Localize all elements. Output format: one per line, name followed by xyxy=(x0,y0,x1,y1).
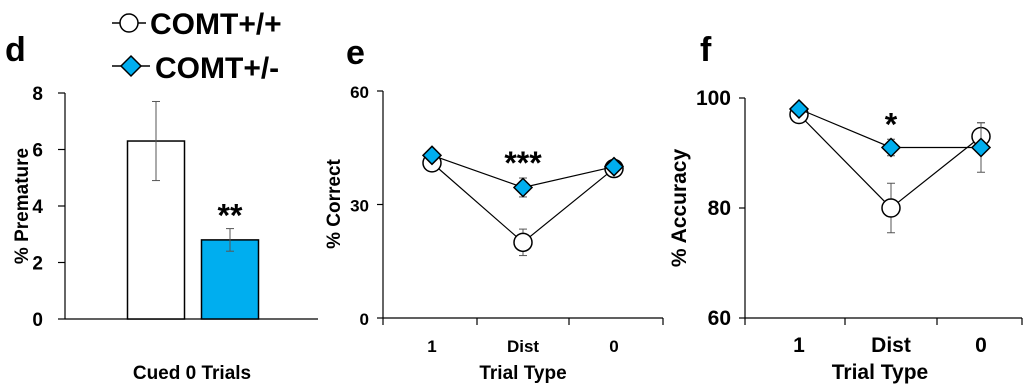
panel-d-significance: ** xyxy=(218,198,243,234)
panel-d-y-label: % Premature xyxy=(12,148,33,264)
significance-marker: *** xyxy=(504,145,542,181)
legend-label-wt: COMT+/+ xyxy=(150,8,282,41)
legend-label-het: COMT+/- xyxy=(155,52,279,85)
panel-e-ticks: 0 30 60 1 Dist 0 xyxy=(350,83,664,356)
panel-letter-d: d xyxy=(5,31,26,69)
panel-d-y-tick-label: 8 xyxy=(32,84,43,105)
panel-d-bar xyxy=(200,239,260,320)
x-tick-label: 1 xyxy=(793,334,805,357)
panel-d-bars: ** xyxy=(126,100,260,320)
panel-f: 60 80 100 1 Dist 0 * % Accuracy Trial Type xyxy=(668,87,1023,384)
data-point-diamond xyxy=(788,98,810,120)
panel-f-plot: * xyxy=(788,98,992,234)
y-tick-label: 60 xyxy=(708,307,731,330)
data-point-diamond xyxy=(512,177,534,198)
panel-e: 0 30 60 1 Dist 0 *** % Correct Trial Type xyxy=(324,83,664,384)
data-point-diamond xyxy=(603,156,625,177)
y-tick-label: 0 xyxy=(360,310,369,329)
panel-e-x-label: Trial Type xyxy=(479,363,566,384)
data-point-circle xyxy=(881,198,901,218)
panel-d-x-label: Cued 0 Trials xyxy=(133,363,251,384)
panel-e-plot: *** xyxy=(421,145,625,257)
panel-e-y-label: % Correct xyxy=(324,158,345,248)
y-tick-label: 30 xyxy=(350,197,369,216)
data-point-circle xyxy=(513,232,533,253)
panel-d-y-tick-label: 0 xyxy=(32,310,43,331)
panel-letter-e: e xyxy=(346,34,365,72)
y-tick-label: 80 xyxy=(708,197,731,220)
panel-d-y-tick-label: 4 xyxy=(32,197,43,218)
panel-f-ticks: 60 80 100 1 Dist 0 xyxy=(696,87,1023,357)
panel-d-y-tick-label: 6 xyxy=(32,141,43,162)
legend-circle-marker xyxy=(119,13,139,33)
x-tick-label: 0 xyxy=(975,334,987,357)
x-tick-label: Dist xyxy=(507,337,539,356)
data-point-diamond xyxy=(880,137,902,158)
panel-d: 0 2 4 6 8 ** % Premature Cued 0 Trials xyxy=(12,84,318,384)
y-tick-label: 60 xyxy=(350,83,369,102)
x-tick-label: Dist xyxy=(871,334,911,357)
panel-f-x-label: Trial Type xyxy=(832,361,928,384)
x-tick-label: 1 xyxy=(427,337,436,356)
panel-f-y-label: % Accuracy xyxy=(668,149,691,268)
legend-diamond-marker xyxy=(119,54,143,78)
panel-d-y-tick-label: 2 xyxy=(32,254,43,275)
significance-marker: * xyxy=(885,106,898,142)
panel-d-y-ticks: 0 2 4 6 8 xyxy=(32,84,65,331)
x-tick-label: 0 xyxy=(609,337,618,356)
data-point-diamond xyxy=(421,145,443,166)
legend: COMT+/+ COMT+/- xyxy=(112,8,282,85)
panel-letter-f: f xyxy=(700,31,712,69)
y-tick-label: 100 xyxy=(696,87,731,110)
data-point-diamond xyxy=(970,137,992,158)
